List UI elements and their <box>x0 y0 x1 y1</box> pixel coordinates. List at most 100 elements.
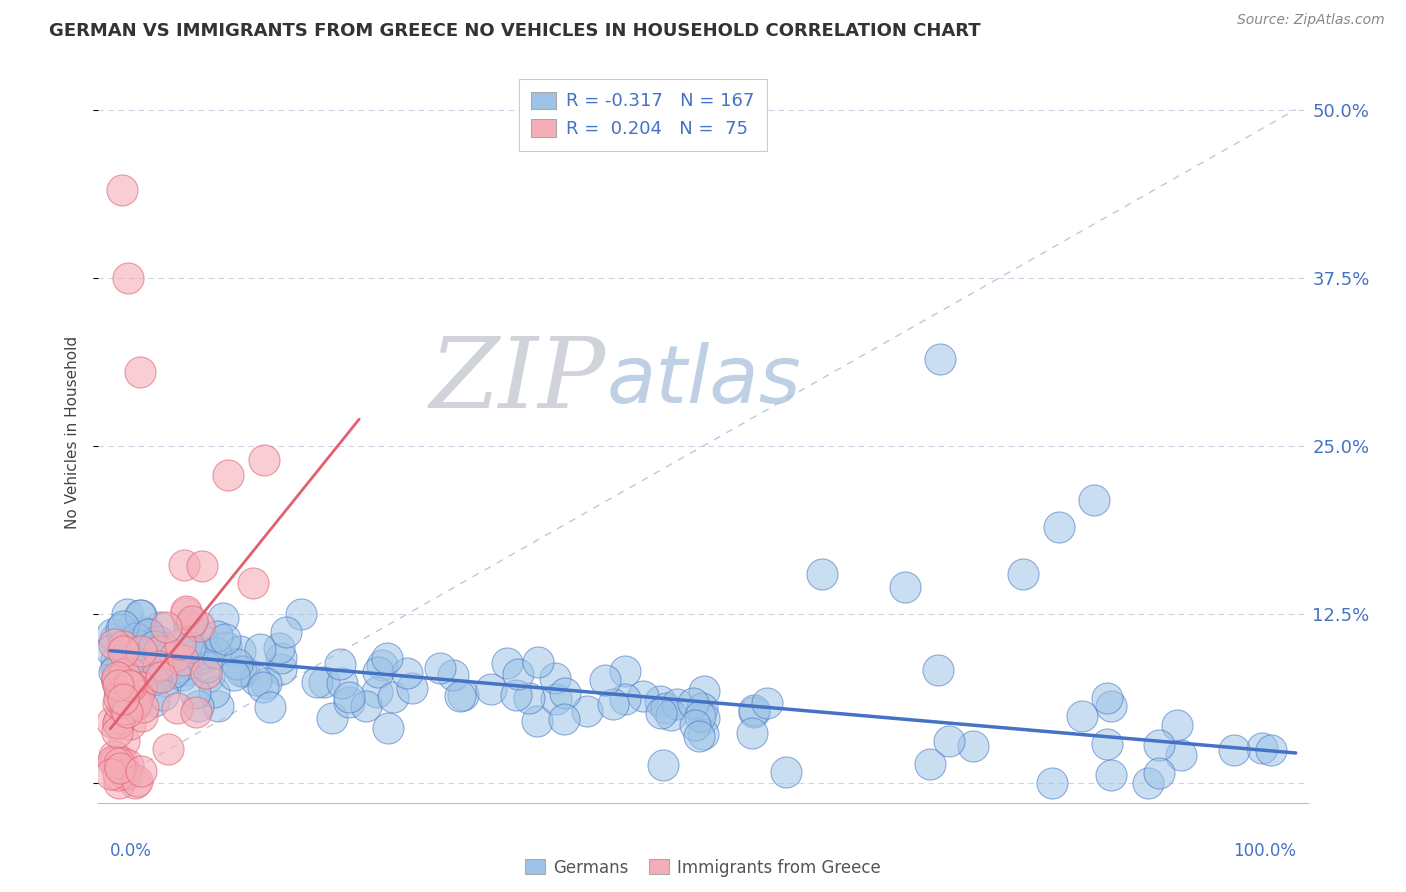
Point <box>321 711 343 725</box>
Point <box>665 698 688 712</box>
Point <box>143 647 166 661</box>
Point <box>184 686 207 700</box>
Point <box>631 690 654 704</box>
Point <box>142 666 165 681</box>
Point <box>166 700 188 714</box>
Point <box>276 625 298 640</box>
Point <box>145 644 167 658</box>
Point <box>381 690 404 704</box>
Point <box>1083 492 1105 507</box>
Point <box>544 692 567 706</box>
Point <box>148 644 170 658</box>
Point <box>134 637 156 651</box>
Point <box>191 559 214 574</box>
Point <box>496 656 519 670</box>
Point <box>104 632 127 646</box>
Point <box>115 705 138 719</box>
Point <box>146 634 169 648</box>
Point <box>755 696 778 710</box>
Point <box>1223 743 1246 757</box>
Point <box>614 664 637 678</box>
Point <box>449 689 471 703</box>
Point <box>180 614 202 628</box>
Point <box>108 684 131 698</box>
Text: ZIP: ZIP <box>430 333 606 428</box>
Point <box>683 717 706 731</box>
Point <box>150 670 173 684</box>
Point <box>207 698 229 713</box>
Point <box>118 670 141 684</box>
Text: 100.0%: 100.0% <box>1233 842 1296 860</box>
Point <box>231 664 253 678</box>
Point <box>290 607 312 621</box>
Point <box>108 691 131 706</box>
Point <box>152 660 174 674</box>
Point <box>205 646 228 660</box>
Point <box>103 749 125 764</box>
Point <box>120 680 142 694</box>
Point <box>105 724 128 739</box>
Point <box>105 670 128 684</box>
Point <box>127 688 149 702</box>
Point <box>139 644 162 658</box>
Point <box>117 270 139 285</box>
Point <box>451 688 474 702</box>
Point <box>367 665 389 679</box>
Point <box>103 665 125 680</box>
Point <box>138 627 160 641</box>
Point <box>152 688 174 702</box>
Point <box>224 667 246 681</box>
Point <box>893 581 915 595</box>
Point <box>136 652 159 666</box>
Point <box>165 661 187 675</box>
Point <box>188 618 211 632</box>
Point <box>174 603 197 617</box>
Point <box>125 774 148 789</box>
Point <box>155 620 177 634</box>
Point <box>112 692 135 706</box>
Point <box>253 452 276 467</box>
Point <box>270 650 292 665</box>
Point <box>104 653 127 667</box>
Point <box>156 643 179 657</box>
Point <box>159 651 181 665</box>
Point <box>195 659 218 673</box>
Point <box>129 644 152 658</box>
Y-axis label: No Vehicles in Household: No Vehicles in Household <box>65 336 80 529</box>
Point <box>690 701 713 715</box>
Point <box>682 696 704 710</box>
Point <box>118 676 141 690</box>
Point <box>692 726 714 740</box>
Point <box>602 697 624 711</box>
Point <box>242 575 264 590</box>
Point <box>259 700 281 714</box>
Point <box>613 692 636 706</box>
Point <box>170 668 193 682</box>
Point <box>554 686 576 700</box>
Text: GERMAN VS IMMIGRANTS FROM GREECE NO VEHICLES IN HOUSEHOLD CORRELATION CHART: GERMAN VS IMMIGRANTS FROM GREECE NO VEHI… <box>49 22 981 40</box>
Point <box>181 645 204 659</box>
Point <box>100 642 122 657</box>
Point <box>544 671 567 685</box>
Point <box>174 607 197 621</box>
Point <box>1170 747 1192 762</box>
Point <box>111 183 134 197</box>
Point <box>226 657 249 671</box>
Point <box>254 676 277 690</box>
Point <box>252 680 274 694</box>
Point <box>112 639 135 653</box>
Point <box>100 767 122 781</box>
Point <box>108 756 131 771</box>
Point <box>104 755 127 769</box>
Point <box>233 665 256 679</box>
Point <box>775 764 797 779</box>
Point <box>132 671 155 685</box>
Point <box>131 624 153 639</box>
Point <box>742 703 765 717</box>
Point <box>107 775 129 789</box>
Point <box>132 657 155 672</box>
Point <box>190 651 212 665</box>
Point <box>124 682 146 697</box>
Point <box>148 662 170 676</box>
Point <box>1166 718 1188 732</box>
